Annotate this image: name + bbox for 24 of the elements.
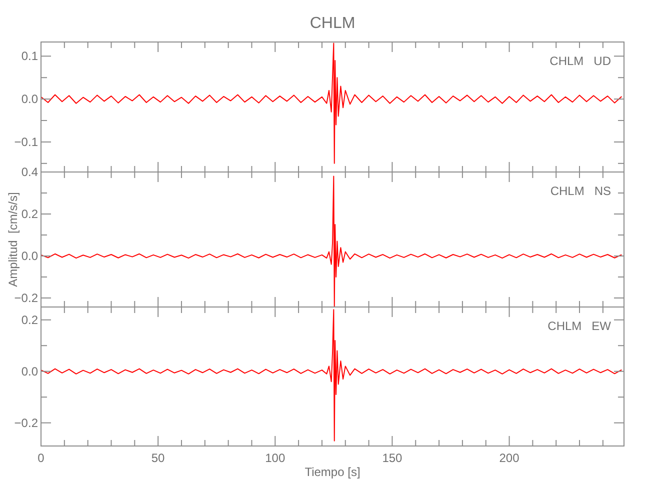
line-series [40, 309, 622, 442]
y-tick-label: 0.4 [21, 165, 38, 179]
y-tick-label: 0.1 [21, 49, 38, 64]
annotation: CHLM UD [550, 54, 612, 68]
annotation: CHLM NS [550, 184, 611, 198]
x-tick-label: 200 [499, 451, 520, 465]
y-tick-label: −0.2 [14, 290, 38, 305]
annotation: CHLM EW [548, 319, 612, 333]
chart-title: CHLM [310, 15, 356, 32]
line-series [40, 42, 622, 164]
y-tick-label: −0.2 [14, 416, 38, 430]
x-axis-title: Tiempo [s] [304, 465, 360, 479]
y-tick-label: −0.1 [14, 134, 38, 149]
y-tick-label: 0.0 [21, 92, 38, 106]
x-tick-label: 150 [382, 451, 403, 465]
y-tick-label: 0.2 [21, 312, 38, 327]
x-tick-label: 0 [38, 451, 45, 465]
line-series [40, 176, 622, 307]
x-tick-label: 100 [265, 451, 286, 465]
x-tick-label: 50 [151, 451, 166, 465]
y-tick-label: 0.0 [21, 364, 38, 378]
y-axis-title: Amplitud [cm/s/s] [6, 192, 20, 287]
y-tick-label: 0.0 [21, 248, 38, 263]
y-tick-label: 0.2 [21, 206, 38, 221]
